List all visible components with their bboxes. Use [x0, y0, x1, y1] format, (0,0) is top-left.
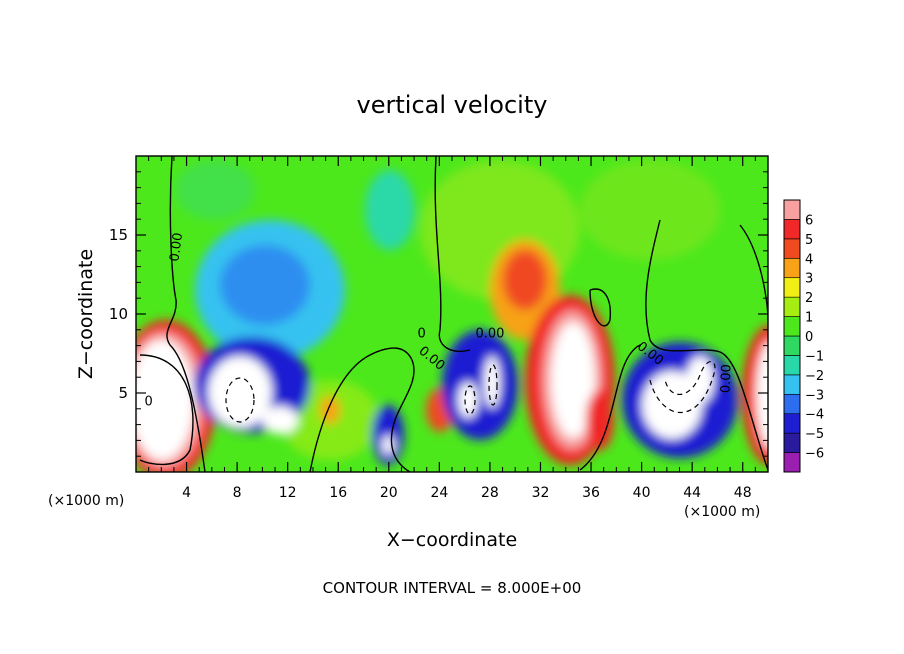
- colorbar-swatch: [783, 257, 801, 279]
- x-axis-ticks: 4 8 12 16 20 24 28 32 36 40 44 48: [148, 156, 756, 501]
- colorbar-swatch: [783, 199, 801, 220]
- x-axis-label: X−coordinate: [387, 529, 517, 551]
- colorbar-swatch: [783, 335, 801, 356]
- colorbar: 6 5 4 3 2 1 0 −1 −2 −3 −4 −5 −6: [783, 199, 824, 473]
- contour-label: 0.00: [475, 327, 504, 342]
- x-tick-label: 8: [233, 485, 242, 501]
- contour-label: 0: [418, 327, 426, 342]
- x-tick-label: 32: [532, 485, 550, 501]
- colorbar-label: −1: [805, 349, 824, 364]
- y-axis-label: Z−coordinate: [75, 249, 97, 379]
- colorbar-swatch: [783, 316, 801, 337]
- colorbar-label: −3: [805, 388, 824, 403]
- colorbar-swatch: [783, 393, 801, 415]
- colorbar-swatch: [783, 432, 801, 453]
- colorbar-label: 0: [805, 330, 813, 345]
- colorbar-label: −5: [805, 427, 824, 442]
- velocity-field: [136, 160, 768, 472]
- colorbar-swatch: [783, 452, 801, 473]
- x-tick-label: 28: [481, 485, 499, 501]
- colorbar-label: 2: [805, 291, 813, 306]
- colorbar-swatch: [783, 413, 801, 434]
- x-tick-label: 44: [683, 485, 701, 501]
- colorbar-label: −2: [805, 369, 824, 384]
- contour-label: 0: [144, 395, 152, 410]
- x-tick-label: 16: [329, 485, 347, 501]
- colorbar-swatch: [783, 355, 801, 376]
- x-tick-label: 36: [582, 485, 600, 501]
- colorbar-label: 4: [805, 252, 813, 267]
- colorbar-frame: [783, 199, 801, 473]
- plot-area: [136, 156, 768, 472]
- x-tick-label: 40: [633, 485, 651, 501]
- x-tick-label: 24: [430, 485, 448, 501]
- colorbar-swatch: [783, 296, 801, 317]
- x-tick-label: 4: [182, 485, 191, 501]
- y-tick-label: 5: [118, 384, 128, 402]
- colorbar-swatch: [783, 277, 801, 298]
- contour-lines: [139, 156, 768, 472]
- y-axis-ticks: 5 10 15: [109, 171, 768, 457]
- colorbar-swatch: [783, 374, 801, 395]
- contour-label: 0.00: [719, 364, 735, 393]
- negative-contours: [225, 361, 716, 423]
- colorbar-label: 3: [805, 272, 813, 287]
- x-tick-label: 12: [279, 485, 297, 501]
- x-unit-left: (×1000 m): [48, 493, 124, 509]
- colorbar-swatch: [783, 238, 801, 259]
- y-tick-label: 10: [109, 305, 128, 323]
- colorbar-label: 1: [805, 311, 813, 326]
- y-tick-label: 15: [109, 226, 128, 244]
- colorbar-label: −6: [805, 447, 824, 462]
- chart-title: vertical velocity: [357, 91, 548, 119]
- x-unit-right: (×1000 m): [684, 504, 760, 520]
- x-tick-label: 48: [734, 485, 752, 501]
- x-tick-label: 20: [380, 485, 398, 501]
- contour-interval-note: CONTOUR INTERVAL = 8.000E+00: [323, 579, 582, 597]
- colorbar-label: 6: [805, 213, 813, 228]
- contour-label: 0.00: [167, 232, 186, 263]
- colorbar-label: −4: [805, 408, 824, 423]
- colorbar-label: 5: [805, 233, 813, 248]
- colorbar-swatch: [783, 219, 801, 240]
